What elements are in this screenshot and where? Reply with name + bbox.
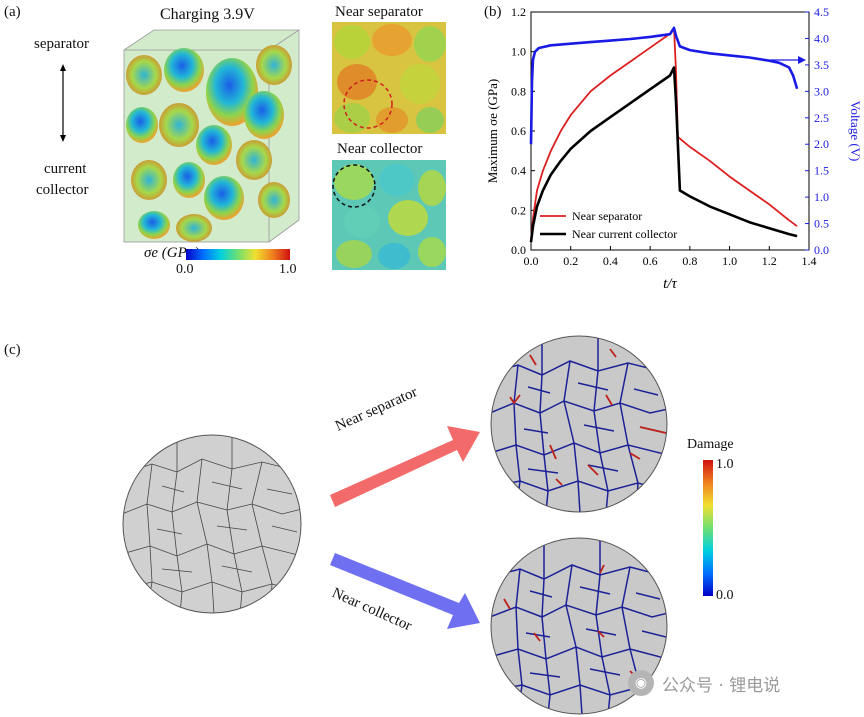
colorbar-label: σe (GPa): [144, 245, 200, 261]
microstructure-3d: [123, 29, 301, 243]
inset-top-title: Near separator: [335, 4, 423, 20]
legend-label-collector: Near current collector: [572, 227, 677, 241]
colorbar-min: 0.0: [176, 262, 194, 277]
panel-b-label: (b): [484, 4, 502, 20]
y2-axis-label: Voltage (V): [848, 101, 863, 162]
series-line-near-current-collector: [529, 66, 798, 243]
legend-label-separator: Near separator: [572, 209, 642, 223]
damage-colorbar: [703, 460, 713, 596]
arrow-near-separator: [330, 426, 480, 507]
watermark: ◉ 公众号 · 锂电说: [628, 670, 780, 696]
grain-damage-separator: [490, 335, 668, 513]
x-tick-label-3: 0.6: [643, 254, 658, 268]
y-tick-label-2: 0.4: [511, 164, 526, 178]
current-label: current: [44, 161, 87, 177]
x-tick-label-4: 0.8: [682, 254, 697, 268]
panel-c-label: (c): [4, 342, 21, 358]
y2-tick-label-5: 2.5: [814, 111, 829, 125]
y-tick-label-3: 0.6: [511, 124, 526, 138]
x-tick-label-1: 0.2: [563, 254, 578, 268]
y-tick-label-0: 0.0: [511, 243, 526, 257]
y2-tick-label-0: 0.0: [814, 243, 829, 257]
y2-tick-label-7: 3.5: [814, 58, 829, 72]
y2-tick-label-1: 0.5: [814, 217, 829, 231]
grain-initial: [122, 434, 302, 614]
y-tick-label-1: 0.2: [511, 203, 526, 217]
damage-min: 0.0: [716, 588, 734, 603]
x-tick-label-7: 1.4: [802, 254, 817, 268]
damage-max: 1.0: [716, 457, 734, 472]
panel-a-label: (a): [4, 4, 21, 20]
y-tick-label-6: 1.2: [511, 5, 526, 19]
collector-label: collector: [36, 182, 89, 198]
inset-bottom-title: Near collector: [337, 141, 423, 157]
y2-tick-label-2: 1.0: [814, 190, 829, 204]
arrow-near-collector: [330, 553, 480, 629]
inset-near-collector: [332, 160, 446, 270]
y2-tick-label-8: 4.0: [814, 31, 829, 45]
y-axis-label: Maximum σe (GPa): [485, 79, 500, 184]
series-line-voltage: [529, 26, 799, 145]
voltage-axis-arrow: [770, 56, 806, 64]
x-tick-label-5: 1.0: [722, 254, 737, 268]
stress-voltage-chart: 0.0 0.2 0.4 0.6 0.8 1.0 1.2 1.40.00.20.40.60.81…: [485, 5, 863, 292]
series-line-near-separator: [530, 26, 798, 241]
chart-legend: Near separator Near current collector: [540, 209, 677, 241]
inset-near-separator: [332, 22, 446, 134]
direction-arrow: [60, 64, 66, 142]
damage-title: Damage: [687, 437, 734, 452]
x-tick-label-6: 1.2: [762, 254, 777, 268]
x-axis-label: t/τ: [663, 276, 677, 292]
separator-label: separator: [34, 36, 89, 52]
watermark-text: 公众号 · 锂电说: [662, 675, 781, 696]
y2-tick-label-6: 3.0: [814, 84, 829, 98]
y-tick-label-4: 0.8: [511, 84, 526, 98]
y-tick-label-5: 1.0: [511, 45, 526, 59]
x-tick-label-0: 0.0: [524, 254, 539, 268]
y2-tick-label-3: 1.5: [814, 164, 829, 178]
x-tick-label-2: 0.4: [603, 254, 618, 268]
stress-colorbar: [186, 249, 290, 260]
y2-tick-label-4: 2.0: [814, 137, 829, 151]
colorbar-max: 1.0: [279, 262, 297, 277]
grain-damage-collector: [490, 537, 668, 715]
wechat-icon: ◉: [628, 670, 654, 696]
y2-tick-label-9: 4.5: [814, 5, 829, 19]
panel-a-title: Charging 3.9V: [160, 6, 255, 23]
